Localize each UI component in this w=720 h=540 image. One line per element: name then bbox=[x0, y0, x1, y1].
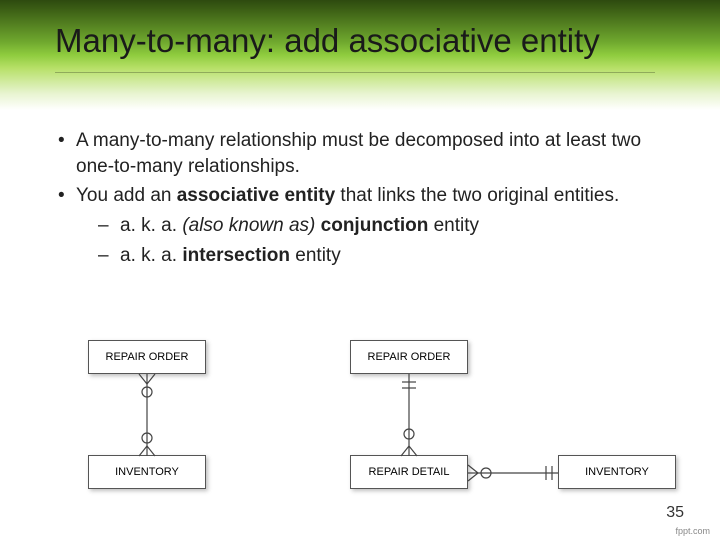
bullet-2-text: You add an associative entity that links… bbox=[76, 183, 619, 209]
sub-bullet-1-text: a. k. a. (also known as) conjunction ent… bbox=[120, 213, 479, 239]
sub-bullet-2: – a. k. a. intersection entity bbox=[98, 243, 672, 269]
entity-inventory-left: INVENTORY bbox=[88, 455, 206, 489]
entity-inventory-right: INVENTORY bbox=[558, 455, 676, 489]
header-band: Many-to-many: add associative entity bbox=[0, 0, 720, 110]
body-text: • A many-to-many relationship must be de… bbox=[0, 110, 720, 268]
entity-repair-order-right: REPAIR ORDER bbox=[350, 340, 468, 374]
connector-left-vertical bbox=[135, 374, 159, 456]
connector-right-vertical bbox=[397, 374, 421, 456]
entity-repair-detail: REPAIR DETAIL bbox=[350, 455, 468, 489]
er-diagram: REPAIR ORDER INVENTORY REPAIR ORDER REPA… bbox=[0, 340, 720, 510]
sub-bullet-1: – a. k. a. (also known as) conjunction e… bbox=[98, 213, 672, 239]
page-number: 35 bbox=[666, 504, 684, 522]
bullet-1: • A many-to-many relationship must be de… bbox=[58, 128, 672, 179]
bullet-2: • You add an associative entity that lin… bbox=[58, 183, 672, 209]
footer-watermark: fppt.com bbox=[675, 526, 710, 536]
connector-right-horizontal bbox=[468, 461, 558, 485]
entity-repair-order-left: REPAIR ORDER bbox=[88, 340, 206, 374]
slide-title: Many-to-many: add associative entity bbox=[55, 22, 600, 60]
bullet-1-text: A many-to-many relationship must be deco… bbox=[76, 128, 672, 179]
title-underline bbox=[55, 72, 655, 73]
sub-bullet-2-text: a. k. a. intersection entity bbox=[120, 243, 341, 269]
